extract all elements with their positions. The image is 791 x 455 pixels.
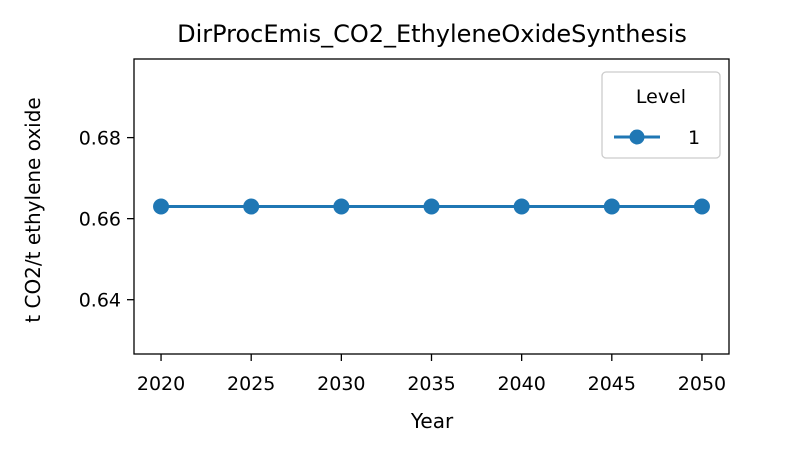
x-tick-label: 2035 <box>407 373 455 395</box>
x-tick-label: 2025 <box>227 373 275 395</box>
x-tick-label: 2050 <box>678 373 726 395</box>
chart-title: DirProcEmis_CO2_EthyleneOxideSynthesis <box>177 20 687 48</box>
legend-marker-swatch <box>629 129 645 145</box>
data-point <box>693 198 710 215</box>
x-axis: 2020 2025 2030 2035 2040 2045 2050 <box>137 354 726 395</box>
legend: Level 1 <box>601 71 721 159</box>
y-tick-label: 0.64 <box>79 290 121 312</box>
data-point <box>513 198 530 215</box>
x-tick-label: 2040 <box>497 373 545 395</box>
data-point <box>423 198 440 215</box>
x-tick-label: 2030 <box>317 373 365 395</box>
data-point <box>603 198 620 215</box>
x-tick-label: 2020 <box>137 373 185 395</box>
legend-title: Level <box>636 86 686 108</box>
y-axis-label: t CO2/t ethylene oxide <box>21 97 45 322</box>
data-point <box>153 198 170 215</box>
y-tick-label: 0.68 <box>79 128 121 150</box>
y-axis: 0.64 0.66 0.68 <box>79 128 134 312</box>
x-axis-label: Year <box>410 409 454 433</box>
series-layer <box>153 198 710 215</box>
legend-frame <box>601 71 721 159</box>
legend-entry-label: 1 <box>688 127 700 149</box>
y-tick-label: 0.66 <box>79 209 121 231</box>
data-point <box>243 198 260 215</box>
x-tick-label: 2045 <box>588 373 636 395</box>
data-point <box>333 198 350 215</box>
